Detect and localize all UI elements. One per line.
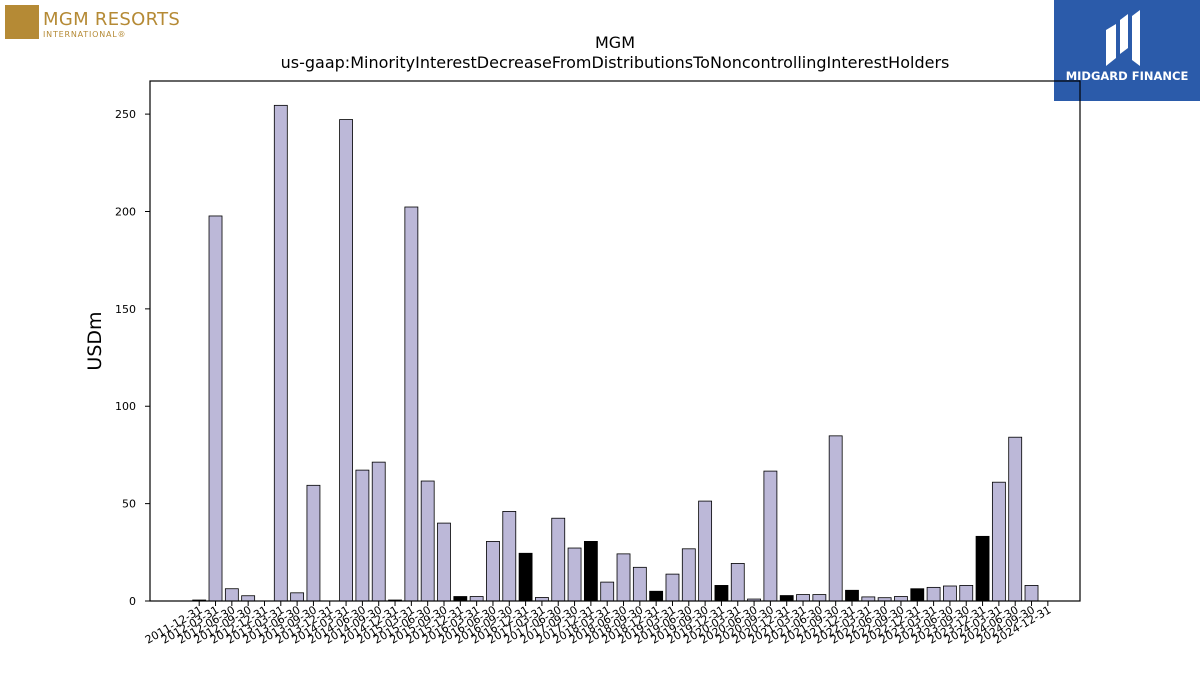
bar-2015-12-31 (453, 596, 468, 602)
bar-2022-12-31 (910, 588, 925, 602)
y-tick-label: 100 (115, 400, 136, 413)
bar-2017-09-30 (567, 547, 582, 602)
bar-2015-03-31 (404, 206, 419, 602)
y-tick-label: 150 (115, 303, 136, 316)
bar-2018-12-31 (649, 590, 664, 602)
bar-2021-09-30 (828, 435, 843, 602)
logo-name: MGM RESORTS (43, 9, 181, 30)
chart-title: MGM (595, 33, 635, 52)
bar-2022-03-31 (861, 596, 876, 602)
bar-2017-06-30 (551, 517, 566, 602)
x-axis: 2011-12-312012-03-312012-06-302012-09-30… (143, 601, 1053, 647)
bar-2016-03-31 (469, 596, 484, 602)
bar-2023-06-30 (943, 585, 957, 602)
bar-2013-09-30 (306, 484, 321, 602)
bar-2021-06-30 (812, 594, 827, 602)
bar-2024-06-30 (1008, 436, 1023, 602)
y-axis-label: USDm (84, 311, 106, 370)
bar-2023-09-30 (959, 585, 974, 602)
bar-2014-06-30 (355, 469, 370, 602)
y-tick-label: 250 (115, 108, 136, 121)
bar-2018-06-30 (616, 553, 631, 602)
bar-2012-06-30 (224, 588, 239, 602)
y-axis: 0 50 100 150 200 250 (115, 108, 150, 608)
bar-2016-12-31 (518, 552, 533, 602)
bar-2018-09-30 (632, 566, 647, 602)
lion-emblem-icon (5, 5, 39, 39)
bar-2012-09-30 (241, 595, 256, 602)
midgard-emblem-icon (1106, 10, 1140, 66)
bar-2023-03-31 (926, 586, 941, 602)
bar-2020-12-31 (779, 595, 794, 602)
bar-2020-09-30 (763, 470, 778, 602)
plot-frame (149, 80, 1081, 602)
y-tick-label: 50 (122, 498, 136, 511)
bar-2013-06-30 (290, 592, 305, 602)
mgm-resorts-logo: MGM RESORTS INTERNATIONAL® (5, 5, 195, 41)
bar-2016-09-30 (502, 511, 517, 602)
chart-subtitle: us-gaap:MinorityInterestDecreaseFromDist… (281, 53, 950, 72)
bar-2022-09-30 (894, 596, 908, 602)
bar-2012-03-31 (208, 215, 223, 602)
bar-2019-06-30 (681, 548, 696, 602)
bar-2014-03-31 (339, 119, 353, 602)
bar-2017-12-31 (583, 541, 598, 602)
bar-2023-12-31 (975, 535, 990, 602)
logo-subtitle: INTERNATIONAL® (43, 30, 127, 39)
y-tick-label: 0 (129, 595, 136, 608)
bar-2019-09-30 (698, 500, 713, 602)
bar-2021-12-31 (845, 589, 859, 602)
midgard-finance-logo: MIDGARD FINANCE (1054, 0, 1200, 101)
bar-2015-06-30 (420, 480, 435, 602)
bar-2018-03-31 (600, 581, 615, 602)
bar-2013-03-31 (273, 104, 288, 602)
bar-2015-09-30 (437, 522, 451, 602)
bar-2021-03-31 (796, 594, 810, 602)
bars-group (192, 104, 1039, 602)
finance-logo-name: MIDGARD FINANCE (1065, 69, 1189, 83)
bar-2019-03-31 (665, 573, 680, 602)
bar-2016-06-30 (486, 541, 500, 602)
bar-2019-12-31 (714, 585, 729, 602)
bar-2014-09-30 (371, 461, 386, 602)
bar-2020-03-31 (730, 563, 745, 602)
bar-2024-09-30 (1024, 585, 1039, 602)
y-tick-label: 200 (115, 205, 136, 218)
bar-2024-03-31 (991, 481, 1006, 602)
